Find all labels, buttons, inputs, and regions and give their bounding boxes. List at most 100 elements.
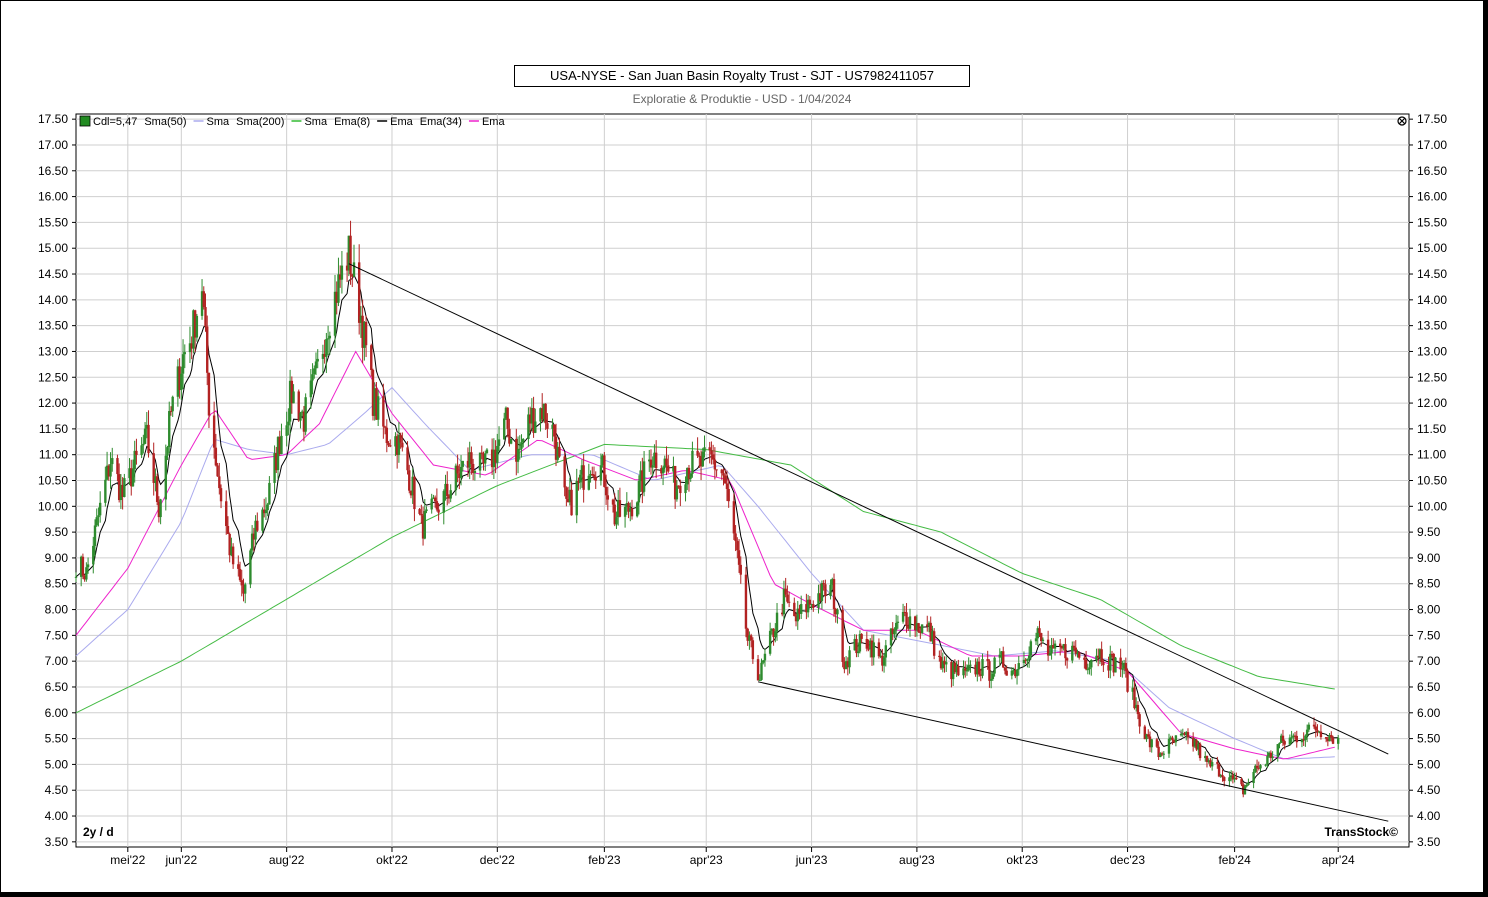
y-tick-label: 6.50: [45, 680, 69, 694]
candle-body: [722, 473, 725, 476]
y-tick-label: 5.50: [1417, 732, 1441, 746]
candle-body: [580, 465, 584, 475]
candle-body: [1088, 667, 1091, 670]
candle-body: [183, 352, 186, 355]
y-tick-label: 3.50: [1417, 835, 1441, 849]
candle-body: [701, 451, 704, 467]
candle-body: [503, 418, 506, 440]
candle-body: [565, 487, 568, 499]
x-tick-label: okt'22: [376, 853, 408, 867]
chart-title: USA-NYSE - San Juan Basin Royalty Trust …: [514, 65, 970, 87]
candle-body: [710, 450, 713, 455]
candle-body: [551, 424, 554, 429]
candle-body: [629, 508, 632, 512]
candle-body: [522, 438, 525, 443]
candle-body: [425, 509, 428, 512]
y-tick-label: 5.00: [45, 757, 69, 771]
candle-body: [965, 670, 969, 672]
candle-body: [1002, 651, 1005, 668]
candle-body: [651, 465, 654, 468]
candle-body: [637, 481, 641, 503]
candle-body: [1098, 649, 1102, 658]
close-icon[interactable]: [1397, 116, 1407, 126]
y-tick-label: 10.50: [1417, 474, 1447, 488]
x-tick-label: dec'23: [1110, 853, 1145, 867]
candle-body: [435, 501, 439, 510]
candle-body: [1012, 670, 1015, 672]
y-tick-label: 12.50: [38, 370, 68, 384]
candle-body: [748, 635, 751, 641]
candle-body: [249, 550, 252, 585]
candle-body: [466, 460, 470, 468]
y-tick-label: 12.00: [38, 396, 68, 410]
y-tick-label: 15.00: [38, 241, 68, 255]
y-tick-label: 14.50: [1417, 267, 1447, 281]
candle-body: [964, 668, 967, 671]
legend-label: Ema: [482, 116, 506, 128]
candle-body: [1210, 762, 1214, 767]
candle-body: [468, 452, 471, 468]
candle-body: [337, 274, 340, 303]
candle-body: [1235, 777, 1238, 780]
candle-body: [786, 594, 789, 602]
candle-body: [459, 466, 463, 479]
candle-body: [1271, 756, 1274, 759]
candle-body: [554, 436, 558, 460]
y-tick-label: 6.50: [1417, 680, 1441, 694]
candle-body: [1318, 731, 1321, 733]
candle-body: [727, 488, 730, 502]
candle-body: [406, 447, 409, 471]
candle-body: [974, 664, 977, 675]
candle-body: [969, 664, 972, 666]
candle-body: [276, 437, 280, 471]
candle-body: [1243, 786, 1247, 795]
candle-body: [202, 291, 205, 308]
x-tick-label: jun'23: [795, 853, 828, 867]
candle-body: [1078, 652, 1081, 658]
candle-body: [1290, 737, 1293, 739]
candle-body: [1305, 729, 1309, 736]
candle-body: [1027, 655, 1031, 659]
candle-body: [1124, 662, 1128, 671]
candle-body: [98, 502, 102, 516]
candle-body: [1280, 735, 1283, 743]
legend-label: Ema: [390, 116, 414, 128]
candle-body: [85, 567, 88, 580]
candle-body: [1095, 655, 1098, 660]
candle-body: [1034, 638, 1038, 642]
candle-body: [382, 396, 385, 427]
candle-body: [470, 452, 473, 464]
candle-body: [770, 628, 774, 631]
candle-body: [314, 361, 318, 369]
grid-lines: [76, 114, 1409, 847]
candle-body: [563, 456, 566, 488]
candle-body: [1324, 737, 1328, 739]
candle-body: [822, 583, 825, 585]
candle-body: [699, 456, 703, 467]
candle-body: [1231, 775, 1235, 780]
candle-body: [1017, 663, 1020, 670]
candle-body: [527, 414, 530, 439]
candle-body: [939, 657, 943, 669]
candle-body: [867, 648, 870, 650]
candle-body: [316, 358, 319, 362]
candle-body: [506, 407, 509, 429]
candle-body: [128, 468, 131, 479]
candle-body: [1240, 779, 1243, 785]
candle-body: [268, 482, 271, 505]
candle-body: [446, 483, 449, 497]
candle-body: [1107, 665, 1110, 671]
y-tick-label: 6.00: [1417, 706, 1441, 720]
candle-body: [901, 611, 905, 622]
candle-body: [732, 501, 736, 534]
candle-body: [568, 489, 572, 503]
candle-body: [157, 502, 161, 518]
candle-body: [734, 533, 737, 542]
candle-body: [299, 412, 302, 421]
candle-body: [190, 343, 193, 349]
candle-body: [109, 464, 112, 477]
candle-body: [1053, 643, 1057, 649]
candle-body: [121, 484, 124, 498]
candle-body: [931, 631, 934, 642]
candle-body: [592, 474, 596, 477]
